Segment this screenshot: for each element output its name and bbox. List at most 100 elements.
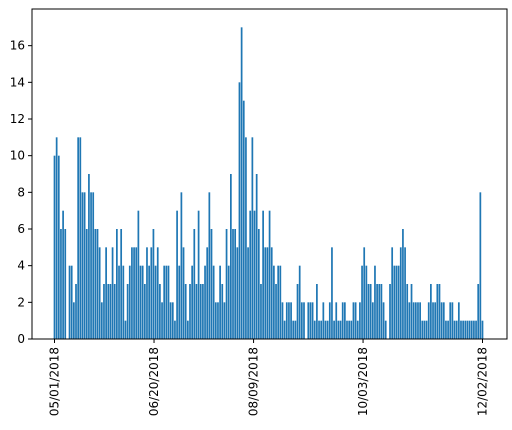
y-tick-label: 14 — [10, 75, 25, 89]
bar — [217, 302, 219, 339]
bar — [116, 229, 118, 339]
bar — [249, 210, 252, 339]
bar — [96, 229, 99, 339]
bar — [257, 229, 260, 339]
bar — [103, 284, 105, 339]
bar — [156, 247, 159, 339]
y-tick-label: 8 — [17, 185, 25, 199]
bar — [94, 229, 97, 339]
bar — [460, 320, 462, 339]
x-axis: 05/01/2018 06/20/2018 08/09/2018 10/03/2018… — [48, 339, 490, 416]
bar — [152, 229, 155, 339]
bar — [376, 284, 378, 339]
bar — [395, 265, 398, 339]
y-axis: 0 2 4 6 8 10 12 14 16 — [10, 39, 32, 346]
bar — [277, 265, 280, 339]
bar — [98, 247, 101, 339]
bar — [296, 284, 299, 339]
y-tick-label: 12 — [10, 112, 25, 126]
plot-frame — [31, 8, 508, 340]
x-tick-label: 08/09/2018 — [247, 347, 261, 416]
bar — [406, 284, 409, 339]
bar — [240, 27, 243, 340]
bar — [163, 265, 166, 339]
bar — [303, 302, 305, 339]
bar — [481, 320, 484, 339]
bar — [236, 247, 239, 339]
bar — [414, 302, 417, 339]
bar — [268, 210, 271, 339]
bar — [92, 192, 95, 339]
bar — [171, 302, 174, 339]
bar — [193, 229, 196, 339]
bar — [176, 210, 178, 339]
x-tick-label: 05/01/2018 — [48, 347, 62, 416]
bar — [320, 320, 323, 339]
bar — [430, 284, 432, 339]
bar — [475, 320, 477, 339]
bar — [462, 320, 464, 339]
bar — [186, 320, 189, 339]
bar — [318, 320, 320, 339]
bar — [120, 229, 123, 339]
bar — [425, 320, 428, 339]
bar — [262, 210, 264, 339]
bar — [266, 247, 269, 339]
y-tick-label: 10 — [10, 149, 25, 163]
bar — [206, 247, 209, 339]
bar — [419, 302, 421, 339]
bars-group — [53, 27, 484, 340]
bar — [204, 265, 206, 339]
bar — [53, 155, 56, 339]
bar — [399, 247, 402, 339]
y-tick-label: 6 — [17, 222, 25, 236]
bar — [341, 302, 344, 339]
bar — [389, 284, 391, 339]
bar — [57, 155, 60, 339]
y-tick-label: 16 — [10, 39, 25, 53]
bar — [232, 229, 234, 339]
bar — [288, 302, 290, 339]
bar — [77, 137, 80, 339]
bar — [363, 247, 366, 339]
bar — [283, 320, 286, 339]
bar — [191, 265, 194, 339]
bar — [199, 284, 202, 339]
bar — [449, 302, 452, 339]
bar — [83, 192, 86, 339]
bar — [281, 302, 284, 339]
bar — [371, 302, 374, 339]
bar — [133, 247, 135, 339]
bar — [131, 247, 133, 339]
bar — [279, 265, 282, 339]
bar — [247, 247, 249, 339]
bar — [270, 247, 273, 339]
bar — [180, 192, 183, 339]
bar — [68, 265, 71, 339]
bar — [322, 302, 325, 339]
bar — [251, 137, 254, 339]
bar — [182, 247, 185, 339]
bar — [436, 284, 439, 339]
bar — [154, 265, 157, 339]
bar — [328, 302, 331, 339]
x-tick-label: 06/20/2018 — [147, 347, 161, 416]
bar — [195, 284, 198, 339]
bar — [111, 247, 114, 339]
bar — [122, 265, 125, 339]
bar — [333, 320, 335, 339]
bar — [421, 320, 424, 339]
y-tick-label: 4 — [17, 259, 25, 273]
bar — [402, 229, 404, 339]
bar — [391, 247, 394, 339]
bar — [311, 302, 314, 339]
bar — [410, 284, 413, 339]
bar — [369, 284, 372, 339]
bar — [455, 320, 458, 339]
bar — [361, 265, 363, 339]
bar — [466, 320, 469, 339]
x-tick-label: 10/03/2018 — [356, 347, 370, 416]
bar — [470, 320, 473, 339]
bar — [184, 284, 187, 339]
